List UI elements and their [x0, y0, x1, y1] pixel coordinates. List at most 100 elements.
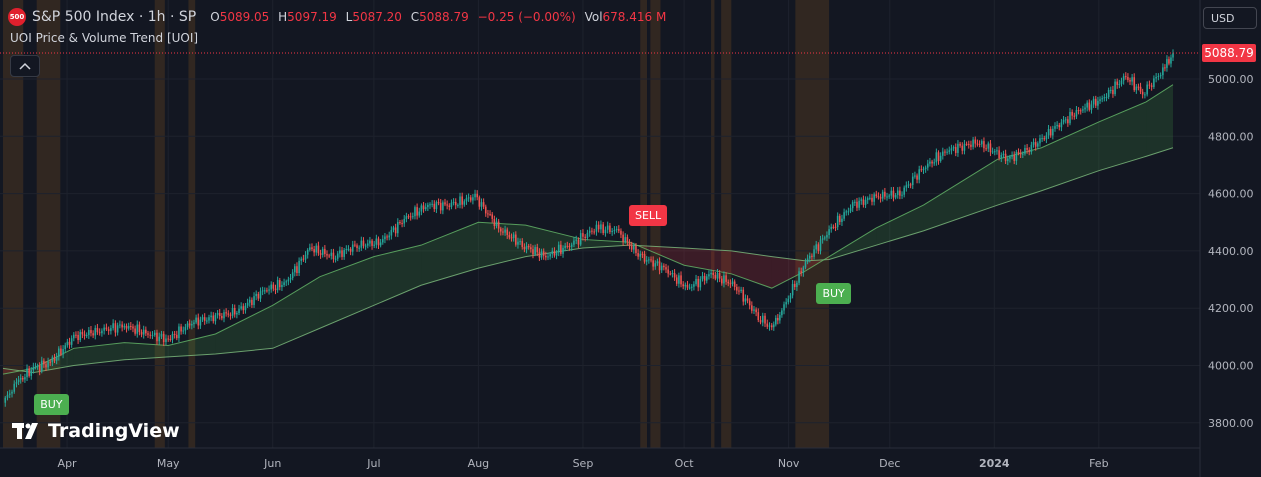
candle-body	[388, 235, 391, 238]
candle-body	[731, 281, 734, 284]
candle-body	[952, 147, 955, 149]
candle-body	[1107, 89, 1110, 98]
candle-body	[26, 368, 28, 378]
candle-body	[136, 324, 139, 334]
candle-body	[1004, 153, 1007, 162]
candle-body	[575, 239, 577, 241]
candle-body	[130, 326, 132, 328]
candle-body	[373, 244, 375, 246]
candle-body	[85, 335, 88, 337]
collapse-legend-button[interactable]	[10, 55, 40, 77]
candle-body	[1172, 53, 1174, 58]
candle-body	[433, 203, 436, 210]
tradingview-logo[interactable]: TradingView	[12, 420, 180, 442]
highlight-zone	[3, 0, 24, 448]
volume-label: Vol	[584, 10, 603, 24]
candle-body	[8, 393, 11, 395]
candle-body	[720, 278, 723, 284]
candle-body	[532, 249, 534, 255]
candle-body	[452, 201, 455, 203]
candle-body	[1037, 143, 1039, 147]
candle-body	[892, 190, 895, 198]
candle-body	[523, 246, 526, 250]
candle-body	[582, 233, 584, 237]
change-value: −0.25 (−0.00%)	[477, 10, 576, 24]
candle-body	[564, 245, 566, 248]
candle-body	[856, 201, 858, 208]
candle-body	[819, 239, 822, 252]
candle-body	[1116, 81, 1119, 85]
candle-body	[942, 151, 944, 156]
candle-body	[701, 275, 704, 279]
candle-body	[907, 184, 910, 186]
candle-body	[804, 262, 807, 268]
candle-body	[162, 333, 165, 343]
candle-body	[296, 266, 298, 274]
price-axis[interactable]: 5000.00 4800.00 4600.00 4400.00 4200.00 4000.…	[1208, 73, 1254, 430]
candle-body	[935, 152, 938, 163]
price-series	[4, 49, 1174, 407]
candle-body	[240, 306, 242, 309]
candle-body	[1082, 109, 1084, 111]
candle-body	[142, 329, 145, 335]
candle-body	[781, 310, 783, 316]
candle-body	[480, 202, 483, 207]
candle-body	[660, 265, 663, 271]
candle-body	[424, 207, 427, 210]
close-label: C	[410, 10, 420, 24]
indicator-title[interactable]: UOI Price & Volume Trend [UOI]	[10, 31, 199, 45]
candle-body	[199, 319, 202, 326]
low-label: L	[345, 10, 353, 24]
candle-body	[789, 295, 792, 299]
time-axis[interactable]: Apr May Jun Jul Aug Sep Oct Nov Dec 2024 Feb	[58, 457, 1109, 470]
candle-body	[493, 218, 496, 226]
candle-body	[858, 200, 860, 208]
candle-body	[328, 255, 330, 257]
candle-body	[860, 199, 863, 201]
candle-body	[1146, 84, 1148, 95]
candle-body	[871, 197, 873, 202]
price-tick-label: 4200.00	[1208, 302, 1254, 315]
candle-body	[641, 253, 644, 255]
symbol-title[interactable]: S&P 500 Index · 1h · SP	[32, 9, 197, 25]
candle-body	[47, 361, 49, 368]
candle-body	[334, 258, 337, 260]
candle-body	[922, 168, 925, 171]
candle-body	[119, 324, 121, 326]
candle-body	[244, 305, 247, 311]
candle-body	[330, 252, 333, 256]
highlight-zone	[711, 0, 715, 448]
candle-body	[504, 229, 506, 233]
candle-body	[121, 324, 123, 328]
candle-body	[740, 289, 742, 292]
candle-body	[420, 205, 423, 212]
candle-body	[890, 190, 893, 196]
candle-body	[153, 332, 156, 336]
candle-body	[1166, 59, 1168, 68]
candle-body	[270, 284, 273, 290]
candle-body	[70, 338, 73, 345]
candle-body	[1103, 97, 1106, 99]
candle-body	[1135, 86, 1138, 91]
currency-button[interactable]: USD	[1203, 7, 1257, 29]
candle-body	[495, 221, 498, 226]
exchange-logo[interactable]: 500	[8, 8, 26, 26]
candle-body	[469, 197, 472, 201]
candle-body	[597, 224, 600, 230]
candle-body	[761, 315, 764, 323]
candle-body	[229, 314, 232, 316]
candle-body	[4, 397, 7, 403]
time-tick-label: Dec	[879, 457, 900, 470]
highlight-zone	[154, 0, 165, 448]
candle-body	[379, 242, 382, 246]
candle-body	[727, 281, 730, 284]
candle-body	[1049, 128, 1052, 136]
candle-body	[695, 278, 697, 285]
candle-body	[830, 226, 833, 230]
candle-body	[302, 258, 305, 260]
candle-body	[615, 229, 618, 231]
candle-body	[116, 325, 119, 333]
candle-body	[236, 313, 238, 315]
candle-body	[212, 315, 215, 322]
